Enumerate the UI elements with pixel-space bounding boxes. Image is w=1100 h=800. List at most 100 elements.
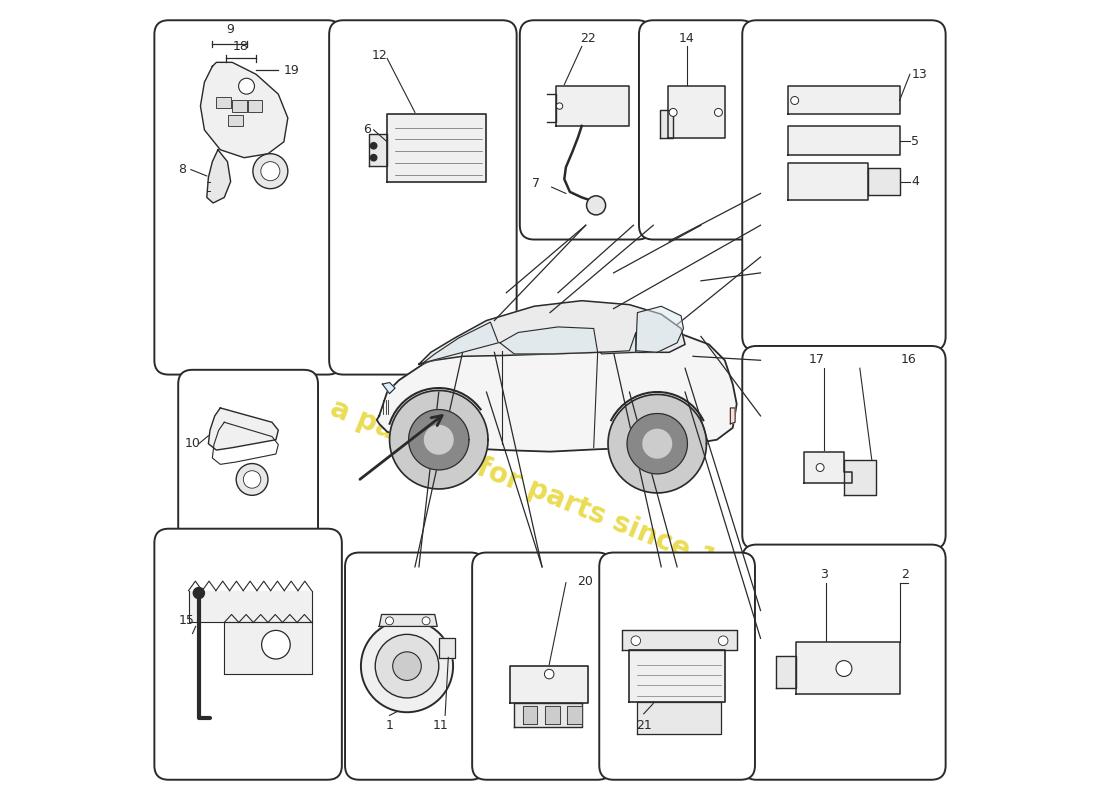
Polygon shape <box>789 126 900 155</box>
Text: 6: 6 <box>363 123 371 136</box>
Circle shape <box>544 670 554 679</box>
Polygon shape <box>789 86 900 114</box>
Circle shape <box>386 617 394 625</box>
Text: 3: 3 <box>821 568 828 581</box>
Circle shape <box>816 463 824 471</box>
FancyBboxPatch shape <box>639 20 755 239</box>
Polygon shape <box>629 650 725 702</box>
Polygon shape <box>608 394 706 493</box>
Circle shape <box>557 103 563 110</box>
Polygon shape <box>627 414 688 474</box>
Polygon shape <box>637 702 720 734</box>
Polygon shape <box>621 630 737 650</box>
Text: 18: 18 <box>233 40 249 53</box>
Text: 7: 7 <box>532 178 540 190</box>
Text: a passion for parts since 1985: a passion for parts since 1985 <box>326 394 774 597</box>
Polygon shape <box>844 459 876 495</box>
Text: 1: 1 <box>386 719 394 732</box>
Polygon shape <box>224 622 311 674</box>
Polygon shape <box>383 382 395 394</box>
Polygon shape <box>660 110 673 138</box>
Text: 22: 22 <box>581 32 596 45</box>
Circle shape <box>236 463 268 495</box>
FancyBboxPatch shape <box>154 529 342 780</box>
FancyBboxPatch shape <box>600 553 755 780</box>
Circle shape <box>262 630 290 659</box>
Polygon shape <box>425 426 453 454</box>
Polygon shape <box>188 590 311 622</box>
Polygon shape <box>515 703 582 727</box>
Polygon shape <box>557 86 629 126</box>
Text: 5: 5 <box>912 134 920 147</box>
Polygon shape <box>377 325 737 452</box>
Polygon shape <box>439 638 454 658</box>
Circle shape <box>243 470 261 488</box>
Text: 17: 17 <box>808 353 824 366</box>
Polygon shape <box>644 430 671 458</box>
Circle shape <box>715 109 723 116</box>
Polygon shape <box>636 306 683 352</box>
Text: 20: 20 <box>578 574 593 588</box>
Circle shape <box>631 636 640 646</box>
Circle shape <box>371 142 377 149</box>
Polygon shape <box>389 390 488 489</box>
Circle shape <box>371 154 377 161</box>
Polygon shape <box>499 327 597 354</box>
FancyBboxPatch shape <box>178 370 318 542</box>
Text: 9: 9 <box>226 23 234 36</box>
Polygon shape <box>777 656 796 687</box>
Polygon shape <box>200 62 288 158</box>
FancyBboxPatch shape <box>154 20 342 374</box>
Text: 19: 19 <box>284 64 299 77</box>
Circle shape <box>253 154 288 189</box>
Text: 12: 12 <box>372 49 387 62</box>
Polygon shape <box>421 322 498 364</box>
Text: 16: 16 <box>901 353 917 366</box>
Polygon shape <box>387 114 486 182</box>
Polygon shape <box>796 642 900 694</box>
Polygon shape <box>368 134 387 166</box>
Circle shape <box>375 634 439 698</box>
Circle shape <box>718 636 728 646</box>
Text: 10: 10 <box>185 437 200 450</box>
Circle shape <box>422 617 430 625</box>
Text: 2: 2 <box>901 568 909 581</box>
Circle shape <box>361 620 453 712</box>
Polygon shape <box>568 706 582 724</box>
Bar <box>217 97 231 108</box>
Text: 14: 14 <box>679 32 694 45</box>
Polygon shape <box>789 163 868 200</box>
Polygon shape <box>868 168 900 195</box>
Polygon shape <box>546 706 560 724</box>
Circle shape <box>791 97 799 105</box>
Circle shape <box>669 109 678 116</box>
Polygon shape <box>601 333 636 354</box>
Polygon shape <box>379 614 437 626</box>
Text: 11: 11 <box>432 719 448 732</box>
Polygon shape <box>730 408 735 424</box>
Bar <box>229 114 243 126</box>
FancyBboxPatch shape <box>742 20 946 350</box>
FancyBboxPatch shape <box>472 553 612 780</box>
FancyBboxPatch shape <box>742 545 946 780</box>
Text: 21: 21 <box>636 719 651 732</box>
FancyBboxPatch shape <box>329 20 517 374</box>
Polygon shape <box>207 150 231 203</box>
Circle shape <box>239 78 254 94</box>
Polygon shape <box>522 706 537 724</box>
Circle shape <box>261 162 279 181</box>
Bar <box>232 101 246 112</box>
Polygon shape <box>408 410 469 470</box>
FancyBboxPatch shape <box>520 20 651 239</box>
Circle shape <box>836 661 851 677</box>
Polygon shape <box>510 666 588 703</box>
Polygon shape <box>804 452 851 483</box>
Circle shape <box>194 587 205 598</box>
Polygon shape <box>419 301 685 364</box>
FancyBboxPatch shape <box>742 346 946 550</box>
Polygon shape <box>208 408 278 450</box>
Text: 8: 8 <box>178 163 186 176</box>
FancyBboxPatch shape <box>345 553 485 780</box>
Polygon shape <box>668 86 725 138</box>
Bar <box>249 101 263 112</box>
